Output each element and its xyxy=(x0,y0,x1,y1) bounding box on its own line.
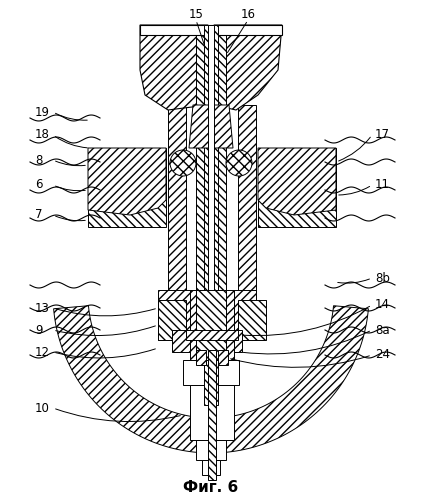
Bar xyxy=(140,25,282,35)
Polygon shape xyxy=(258,148,336,215)
Bar xyxy=(208,25,214,415)
Text: 8a: 8a xyxy=(375,324,390,336)
Circle shape xyxy=(226,150,252,176)
Bar xyxy=(196,350,206,365)
Text: 16: 16 xyxy=(241,8,255,20)
Bar xyxy=(218,350,228,365)
Bar xyxy=(158,290,256,340)
Bar xyxy=(183,360,239,385)
Text: 15: 15 xyxy=(189,8,203,20)
Bar xyxy=(190,385,234,440)
Bar xyxy=(190,290,234,360)
Bar xyxy=(258,148,336,200)
Polygon shape xyxy=(214,25,282,110)
Bar xyxy=(258,175,336,227)
Text: 8: 8 xyxy=(35,154,42,166)
Text: 9: 9 xyxy=(35,324,42,336)
Text: Фиг. 6: Фиг. 6 xyxy=(184,480,239,494)
Polygon shape xyxy=(140,25,208,110)
Bar xyxy=(88,148,166,200)
Text: 14: 14 xyxy=(375,298,390,312)
Bar xyxy=(208,350,216,480)
Text: 8b: 8b xyxy=(375,272,390,284)
Bar xyxy=(172,330,242,352)
Bar xyxy=(158,300,186,340)
Text: 10: 10 xyxy=(35,402,50,414)
Polygon shape xyxy=(189,105,233,148)
Text: 19: 19 xyxy=(35,106,50,118)
Text: 12: 12 xyxy=(35,346,50,358)
Bar xyxy=(202,460,220,475)
Text: 13: 13 xyxy=(35,302,50,314)
Text: 11: 11 xyxy=(375,178,390,192)
Bar xyxy=(196,440,226,460)
Polygon shape xyxy=(88,148,166,215)
Text: 18: 18 xyxy=(35,128,50,141)
Bar xyxy=(88,175,166,227)
Text: 6: 6 xyxy=(35,178,42,192)
Bar xyxy=(204,25,218,405)
Bar xyxy=(196,25,226,335)
Text: 17: 17 xyxy=(375,128,390,141)
Circle shape xyxy=(170,150,196,176)
Bar xyxy=(168,105,186,335)
Bar xyxy=(238,105,256,335)
Bar xyxy=(186,330,238,340)
Bar xyxy=(196,290,226,360)
Polygon shape xyxy=(54,306,368,453)
Text: 24: 24 xyxy=(375,348,390,362)
Text: 7: 7 xyxy=(35,208,42,222)
Bar xyxy=(238,300,266,340)
